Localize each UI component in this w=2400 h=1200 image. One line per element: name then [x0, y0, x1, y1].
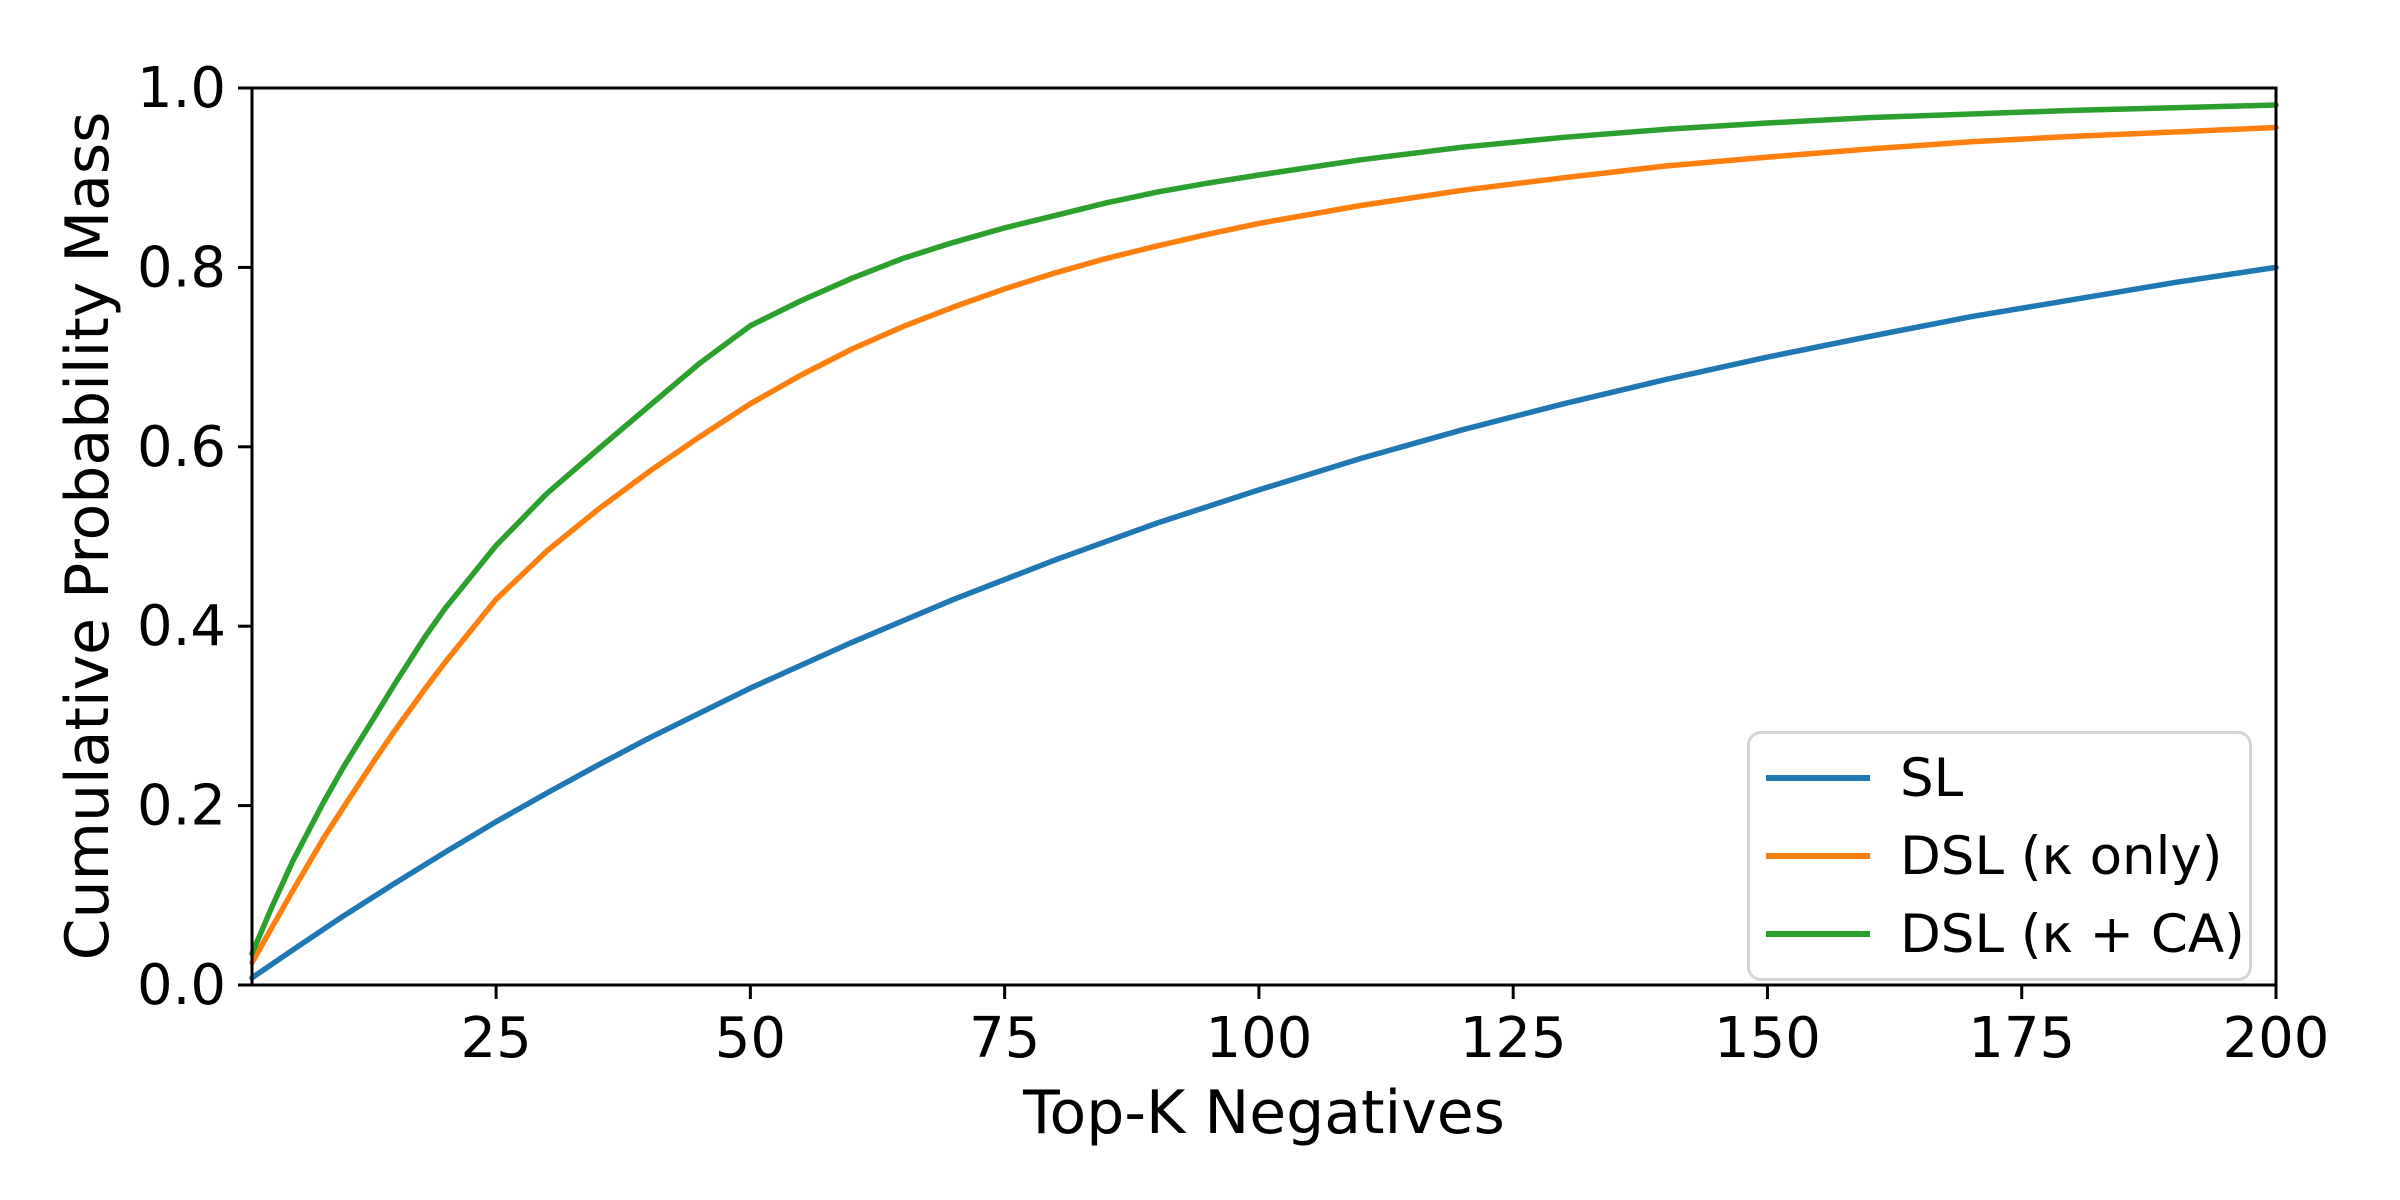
series-line-dsl-only [249, 124, 2279, 966]
legend-item-label: DSL (κ only) [1900, 825, 2223, 887]
y-tick-label: 0.2 [137, 774, 226, 839]
y-tick-label: 0.6 [137, 415, 226, 480]
legend-item: SL [1750, 739, 2249, 817]
legend-item-label: SL [1900, 747, 1964, 809]
legend-item: DSL (κ + CA) [1750, 895, 2249, 973]
legend-line-sample-sl [1766, 775, 1870, 781]
legend-item: DSL (κ only) [1750, 817, 2249, 895]
series-line-dsl-ca [249, 102, 2279, 957]
x-tick-label: 50 [715, 1006, 786, 1071]
x-axis: 25 50 75 100 125 150 175 200 [460, 985, 2329, 1071]
y-tick-label: 0.4 [137, 594, 226, 659]
series-line-sl [249, 264, 2279, 981]
plot-border [250, 86, 2278, 987]
y-tick-label: 0.0 [137, 953, 226, 1018]
legend: SL DSL (κ only) DSL (κ + CA) [1747, 731, 2252, 981]
x-tick-label: 150 [1714, 1006, 1821, 1071]
legend-item-label: DSL (κ + CA) [1900, 903, 2245, 965]
y-axis: 0.0 0.2 0.4 0.6 0.8 1.0 [137, 56, 252, 1018]
y-tick-label: 1.0 [137, 56, 226, 121]
x-tick-label: 25 [460, 1006, 531, 1071]
y-tick-label: 0.8 [137, 235, 226, 300]
legend-line-sample-dsl-k-only [1766, 853, 1870, 859]
x-axis-title: Top-K Negatives [1022, 1078, 1505, 1148]
x-tick-label: 125 [1460, 1006, 1567, 1071]
legend-line-sample-dsl-k-ca [1766, 931, 1870, 937]
x-tick-label: 100 [1205, 1006, 1312, 1071]
x-tick-label: 200 [2223, 1006, 2330, 1071]
series-group [249, 102, 2279, 981]
x-tick-label: 175 [1968, 1006, 2075, 1071]
x-tick-label: 75 [969, 1006, 1040, 1071]
y-axis-title: Cumulative Probability Mass [53, 112, 123, 961]
